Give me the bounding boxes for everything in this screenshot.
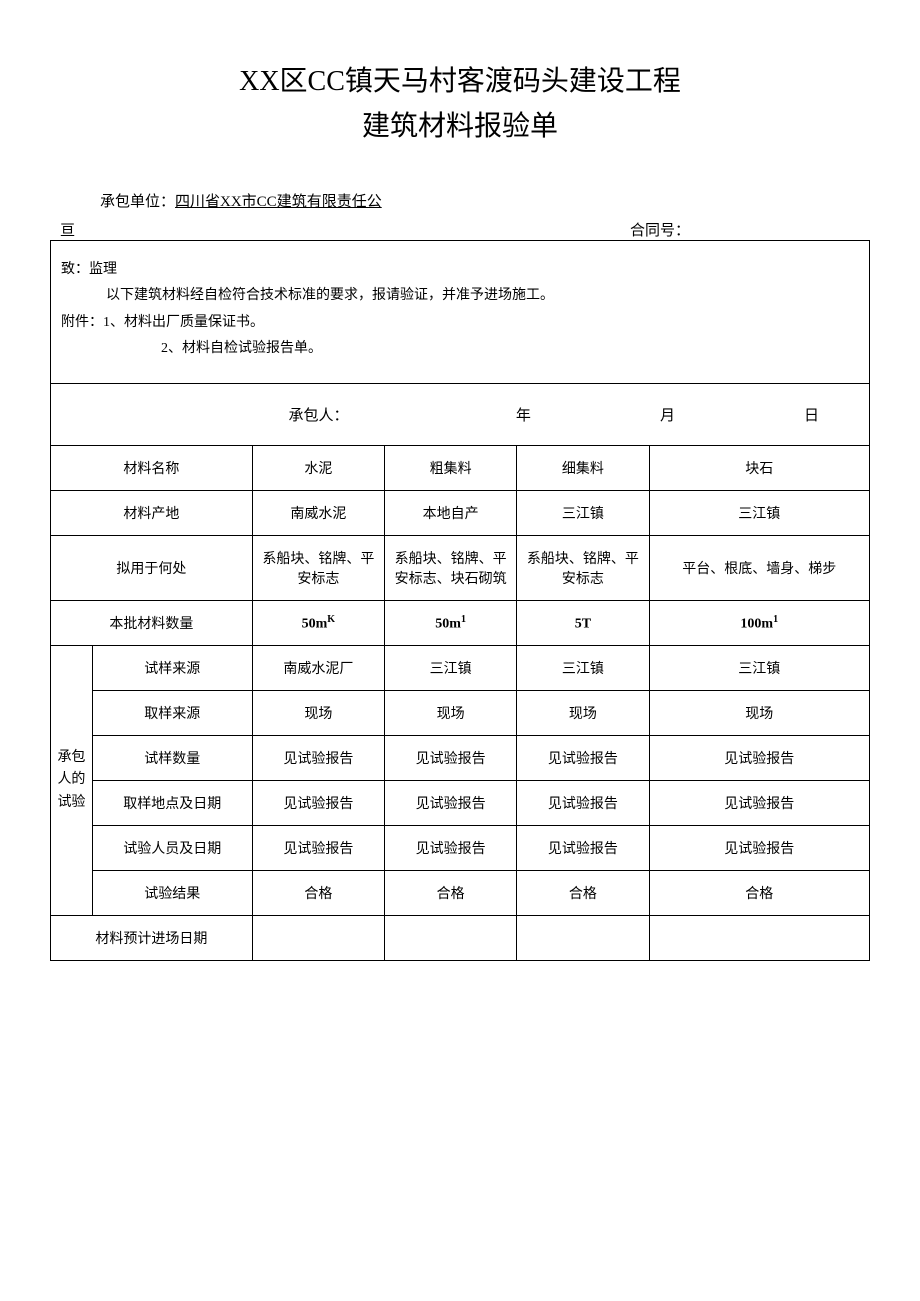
row-label-sample-loc-date: 取样地点及日期: [92, 780, 252, 825]
contractor-label: 承包单位：: [100, 190, 175, 211]
cell-c2-origin: 本地自产: [384, 490, 516, 535]
cell-c1-sample-qty: 见试验报告: [252, 735, 384, 780]
cell-c4-sample-qty: 见试验报告: [649, 735, 870, 780]
title-line-1: XX区CC镇天马村客渡码头建设工程: [50, 60, 870, 105]
sign-year: 年: [516, 404, 531, 425]
cell-c3-sample-qty: 见试验报告: [517, 735, 649, 780]
table-row: 试验人员及日期 见试验报告 见试验报告 见试验报告 见试验报告: [51, 825, 870, 870]
cell-c3-use: 系船块、铭牌、平安标志: [517, 535, 649, 600]
document-title: XX区CC镇天马村客渡码头建设工程 建筑材料报验单: [50, 60, 870, 150]
table-row: 材料名称 水泥 粗集料 细集料 块石: [51, 445, 870, 490]
row-label-expected-date: 材料预计进场日期: [51, 915, 253, 960]
cell-c1-tester-date: 见试验报告: [252, 825, 384, 870]
row-label-sampling-source: 取样来源: [92, 690, 252, 735]
intro-attach1: 附件：1、材料出厂质量保证书。: [61, 310, 859, 337]
cell-c4-sampling-source: 现场: [649, 690, 870, 735]
cell-c3-name: 细集料: [517, 445, 649, 490]
cell-c4-qty: 100m1: [649, 600, 870, 645]
cell-c3-sample-loc-date: 见试验报告: [517, 780, 649, 825]
cell-c3-expected: [517, 915, 649, 960]
cell-c4-tester-date: 见试验报告: [649, 825, 870, 870]
intro-to: 致：监理: [61, 257, 859, 284]
contractor-value: 四川省XX市CC建筑有限责任公: [175, 190, 382, 211]
table-row: 承包人的试验 试样来源 南威水泥厂 三江镇 三江镇 三江镇: [51, 645, 870, 690]
cell-c3-origin: 三江镇: [517, 490, 649, 535]
sign-contractor: 承包人：: [121, 404, 516, 425]
cell-c1-sampling-source: 现场: [252, 690, 384, 735]
cell-c1-sample-loc-date: 见试验报告: [252, 780, 384, 825]
cell-c3-qty: 5T: [517, 600, 649, 645]
cell-c3-sampling-source: 现场: [517, 690, 649, 735]
cell-c4-expected: [649, 915, 870, 960]
cell-c1-name: 水泥: [252, 445, 384, 490]
contractor-row: 承包单位： 四川省XX市CC建筑有限责任公: [50, 190, 870, 211]
row-label-result: 试验结果: [92, 870, 252, 915]
sign-day: 日: [804, 404, 819, 425]
row-label-sample-qty: 试样数量: [92, 735, 252, 780]
intro-cell: 致：监理 以下建筑材料经自检符合技术标准的要求，报请验证，并准予进场施工。 附件…: [51, 241, 870, 384]
title-line-2: 建筑材料报验单: [50, 105, 870, 150]
cell-c2-tester-date: 见试验报告: [384, 825, 516, 870]
cell-c2-sample-source: 三江镇: [384, 645, 516, 690]
table-row: 材料预计进场日期: [51, 915, 870, 960]
signature-row: 承包人： 年 月 日: [51, 383, 870, 445]
cell-c1-expected: [252, 915, 384, 960]
row-label-origin: 材料产地: [51, 490, 253, 535]
cell-c2-expected: [384, 915, 516, 960]
cell-c3-tester-date: 见试验报告: [517, 825, 649, 870]
row-label-qty: 本批材料数量: [51, 600, 253, 645]
cell-c2-sampling-source: 现场: [384, 690, 516, 735]
cell-c2-qty: 50m1: [384, 600, 516, 645]
contractor-cont: 亘: [60, 219, 75, 240]
rowgroup-label: 承包人的试验: [51, 645, 93, 915]
cell-c4-use: 平台、根底、墙身、梯步: [649, 535, 870, 600]
cell-c2-result: 合格: [384, 870, 516, 915]
row-label-use: 拟用于何处: [51, 535, 253, 600]
cell-c2-sample-loc-date: 见试验报告: [384, 780, 516, 825]
cell-c1-use: 系船块、铭牌、平安标志: [252, 535, 384, 600]
table-row: 本批材料数量 50mK 50m1 5T 100m1: [51, 600, 870, 645]
table-row: 拟用于何处 系船块、铭牌、平安标志 系船块、铭牌、平安标志、块石砌筑 系船块、铭…: [51, 535, 870, 600]
row-label-tester-date: 试验人员及日期: [92, 825, 252, 870]
cell-c3-result: 合格: [517, 870, 649, 915]
inspection-table: 致：监理 以下建筑材料经自检符合技术标准的要求，报请验证，并准予进场施工。 附件…: [50, 241, 870, 961]
cell-c4-origin: 三江镇: [649, 490, 870, 535]
cell-c1-result: 合格: [252, 870, 384, 915]
table-row: 取样来源 现场 现场 现场 现场: [51, 690, 870, 735]
intro-attach2: 2、材料自检试验报告单。: [61, 336, 859, 363]
row-label-sample-source: 试样来源: [92, 645, 252, 690]
cell-c4-name: 块石: [649, 445, 870, 490]
cell-c4-sample-loc-date: 见试验报告: [649, 780, 870, 825]
cell-c1-sample-source: 南威水泥厂: [252, 645, 384, 690]
table-row: 取样地点及日期 见试验报告 见试验报告 见试验报告 见试验报告: [51, 780, 870, 825]
cell-c1-qty: 50mK: [252, 600, 384, 645]
cell-c2-sample-qty: 见试验报告: [384, 735, 516, 780]
row-label-material-name: 材料名称: [51, 445, 253, 490]
cell-c2-name: 粗集料: [384, 445, 516, 490]
cell-c3-sample-source: 三江镇: [517, 645, 649, 690]
contract-no-row: 亘 合同号：: [50, 219, 870, 241]
table-row: 材料产地 南威水泥 本地自产 三江镇 三江镇: [51, 490, 870, 535]
cell-c2-use: 系船块、铭牌、平安标志、块石砌筑: [384, 535, 516, 600]
table-row: 试验结果 合格 合格 合格 合格: [51, 870, 870, 915]
contract-no-label: 合同号：: [630, 219, 690, 240]
table-row: 试样数量 见试验报告 见试验报告 见试验报告 见试验报告: [51, 735, 870, 780]
intro-body: 以下建筑材料经自检符合技术标准的要求，报请验证，并准予进场施工。: [61, 283, 859, 310]
sign-month: 月: [660, 404, 675, 425]
cell-c4-sample-source: 三江镇: [649, 645, 870, 690]
cell-c1-origin: 南威水泥: [252, 490, 384, 535]
cell-c4-result: 合格: [649, 870, 870, 915]
